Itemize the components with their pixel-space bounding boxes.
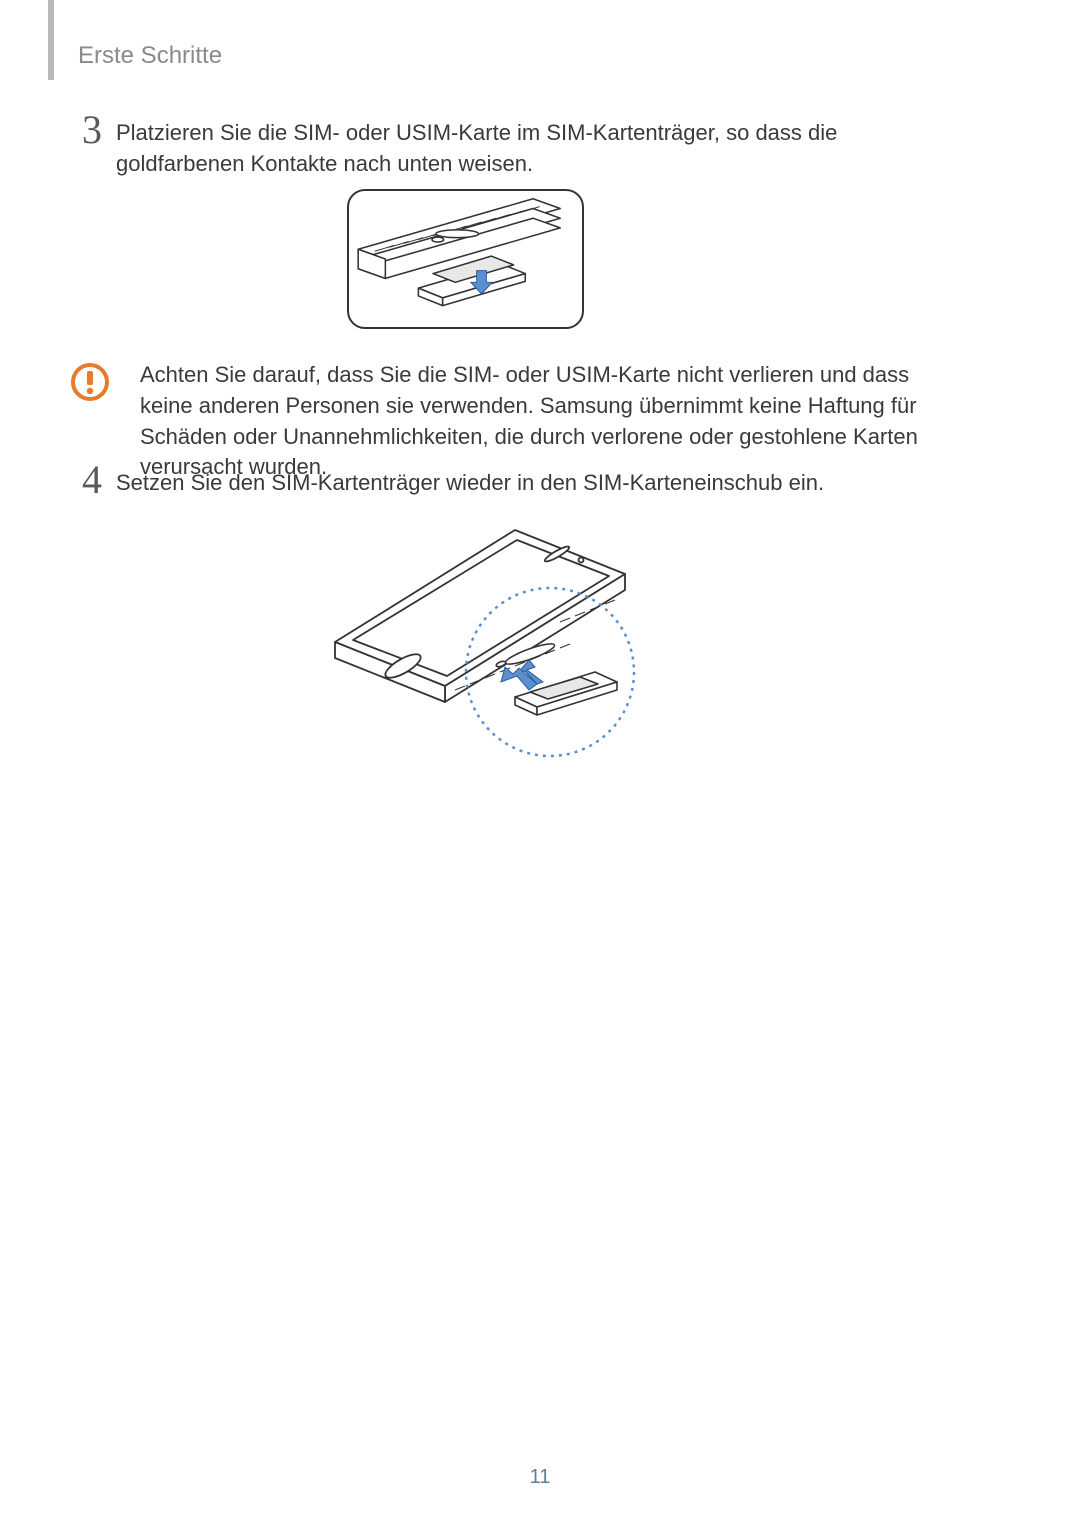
phone-illustration [305, 512, 685, 762]
figure-sim-tray [347, 189, 584, 329]
step-4-number: 4 [66, 460, 102, 500]
figure-insert-tray [305, 512, 685, 762]
arrow-insert-icon [501, 660, 543, 692]
step-3: 3 Platzieren Sie die SIM- oder USIM-Kart… [66, 110, 936, 180]
step-3-text: Platzieren Sie die SIM- oder USIM-Karte … [116, 110, 936, 180]
step-4: 4 Setzen Sie den SIM-Kartenträger wieder… [66, 460, 824, 500]
step-4-text: Setzen Sie den SIM-Kartenträger wieder i… [116, 460, 824, 499]
chapter-title: Erste Schritte [78, 42, 222, 70]
sim-tray-illustration [349, 191, 582, 327]
header-rule [48, 0, 54, 80]
page-number: 11 [0, 1466, 1080, 1489]
caution-icon [70, 362, 110, 402]
step-3-number: 3 [66, 110, 102, 150]
